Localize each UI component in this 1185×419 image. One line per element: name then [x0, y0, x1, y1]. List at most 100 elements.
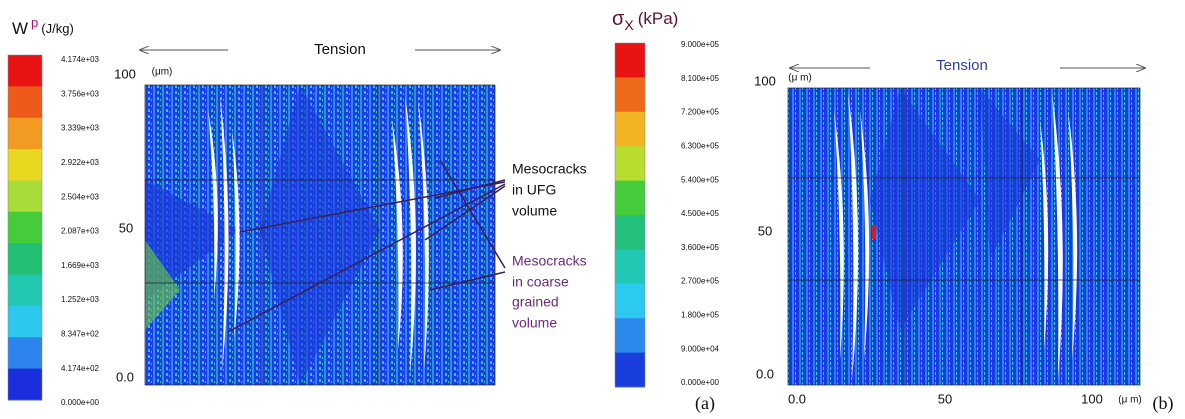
y-unit: (μ m) — [788, 73, 812, 84]
superscript: p — [31, 15, 38, 30]
colorbar-swatch — [8, 55, 42, 87]
y-label: 100 — [114, 66, 136, 81]
colorbar-label: 1.669e+03 — [61, 261, 100, 270]
crack — [208, 110, 218, 300]
colorbar: 4.174e+03 3.756e+03 3.339e+03 2.922e+03 2.50… — [7, 54, 100, 407]
colorbar-swatch — [615, 352, 645, 388]
crack — [220, 95, 229, 372]
contour-plot — [787, 87, 1141, 386]
y-label: 100 — [754, 73, 776, 88]
colorbar-swatch — [8, 305, 42, 338]
colorbar-label: 3.600e+05 — [681, 243, 720, 252]
colorbar-label: 9.000e+04 — [681, 344, 720, 353]
tension-label: Tension — [314, 41, 366, 58]
crack — [392, 120, 403, 350]
colorbar-label: 2.922e+03 — [61, 158, 100, 167]
y-label: 0.0 — [116, 369, 134, 384]
crack — [1052, 92, 1063, 380]
leader-lines — [227, 159, 506, 333]
crack — [848, 92, 859, 380]
band — [145, 180, 240, 300]
symbol: W — [12, 19, 28, 38]
colorbar-swatch — [615, 249, 645, 285]
tension-label: Tension — [936, 57, 988, 74]
colorbar-label: 2.700e+05 — [681, 277, 720, 286]
colorbar-swatch — [8, 180, 42, 213]
hot-spot — [872, 225, 876, 239]
annotation-line: volume — [512, 203, 557, 219]
crack — [405, 95, 416, 375]
y-unit: (μm) — [152, 67, 173, 78]
colorbar-swatch — [615, 146, 645, 182]
x-label: 0.0 — [788, 391, 806, 406]
band — [260, 85, 380, 385]
symbol: σ — [612, 8, 625, 30]
panel-label: (a) — [695, 393, 715, 414]
crack — [1040, 120, 1049, 350]
colorbar-swatch — [615, 283, 645, 319]
band — [980, 88, 1040, 260]
colorbar-label: 0.000e+00 — [681, 378, 720, 387]
colorbar-swatch — [615, 318, 645, 354]
colorbar-label: 4.174e+02 — [61, 364, 100, 373]
x-label: 50 — [938, 391, 952, 406]
annotation-line: in UFG — [512, 182, 556, 198]
colorbar-swatch — [8, 368, 42, 401]
colorbar-swatch — [8, 243, 42, 276]
colorbar-label: 6.300e+05 — [681, 142, 720, 151]
colorbar-label: 2.504e+03 — [61, 192, 100, 201]
colorbar-frame — [614, 42, 646, 388]
colorbar: 9.000e+05 8.100e+05 7.200e+05 6.300e+05 5.40… — [614, 40, 720, 388]
crack — [1068, 110, 1078, 360]
annotation: Mesocracks in UFG volume — [512, 161, 587, 219]
colorbar-label: 2.087e+03 — [61, 227, 100, 236]
band — [145, 240, 180, 330]
colorbar-label: 1.252e+03 — [61, 295, 100, 304]
band — [870, 88, 980, 330]
colorbar-swatch — [8, 211, 42, 244]
colorbar-label: 1.800e+05 — [681, 311, 720, 320]
colorbar-label: 8.347e+02 — [61, 330, 100, 339]
colorbar-label: 0.000e+00 — [61, 398, 100, 407]
annotation-line: grained — [512, 294, 559, 310]
y-label: 50 — [119, 220, 133, 235]
colorbar-label: 7.200e+05 — [681, 108, 720, 117]
colorbar-label: 4.174e+03 — [61, 55, 100, 64]
colorbar-title: σX (kPa) — [612, 8, 678, 32]
colorbar-swatch — [8, 86, 42, 119]
colorbar-swatch — [8, 149, 42, 181]
annotation-line: in coarse — [512, 274, 569, 290]
colorbar-label: 8.100e+05 — [681, 74, 720, 83]
unit: (J/kg) — [41, 21, 74, 36]
colorbar-swatch — [8, 337, 42, 370]
grid — [787, 87, 1141, 386]
annotation-line: volume — [512, 315, 557, 331]
x-unit: (μ m) — [1118, 395, 1142, 406]
colorbar-label: 9.000e+05 — [681, 40, 720, 49]
x-label: 100 — [1081, 391, 1103, 406]
colorbar-label: 5.400e+05 — [681, 175, 720, 184]
field — [788, 88, 1140, 385]
annotation-line: Mesocracks — [512, 253, 587, 269]
annotation: Mesocracks in coarse grained volume — [512, 253, 587, 331]
colorbar-swatch — [615, 180, 645, 216]
crack — [860, 110, 870, 360]
colorbar-swatch — [8, 274, 42, 307]
colorbar-swatch — [615, 43, 645, 78]
colorbar-swatch — [615, 77, 645, 113]
crack — [834, 110, 844, 360]
crack — [232, 130, 240, 340]
colorbar-swatch — [615, 111, 645, 147]
y-label: 0.0 — [756, 366, 774, 381]
subscript: X — [624, 17, 634, 33]
colorbar-label: 4.500e+05 — [681, 209, 720, 218]
grid — [144, 84, 496, 386]
colorbar-frame — [7, 54, 43, 401]
colorbar-label: 3.339e+03 — [61, 124, 100, 133]
unit: (kPa) — [638, 9, 679, 28]
colorbar-swatch — [8, 117, 42, 150]
panel-label: (b) — [1153, 393, 1174, 414]
contour-plot — [144, 84, 496, 386]
